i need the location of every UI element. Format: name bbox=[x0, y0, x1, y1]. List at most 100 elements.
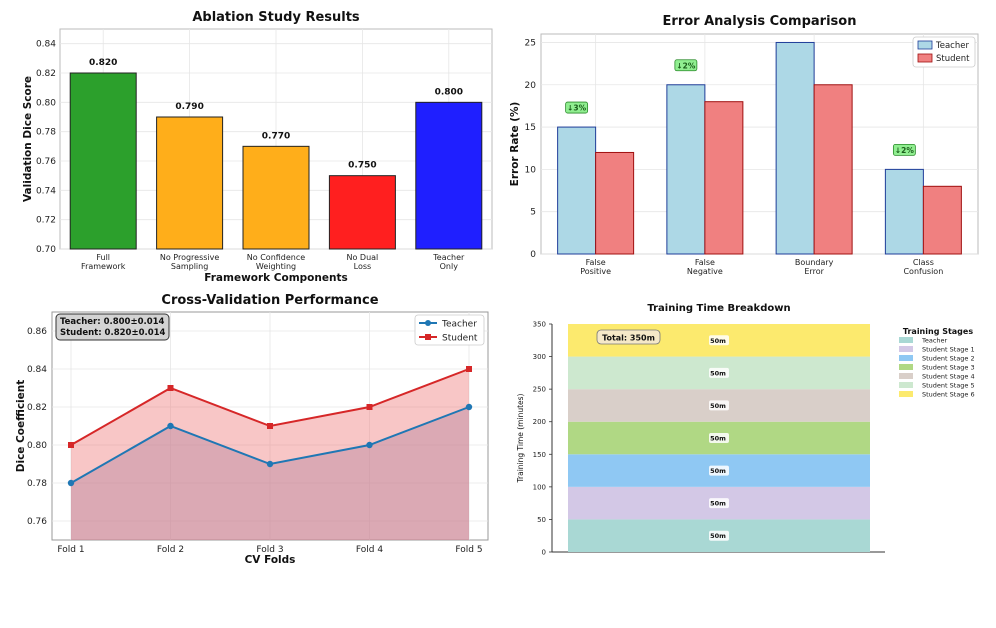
y-tick-label: 15 bbox=[525, 123, 536, 133]
x-tick-label: Fold 1 bbox=[57, 545, 84, 555]
segment-label: 50m bbox=[710, 532, 726, 540]
x-tick-label: Weighting bbox=[256, 262, 296, 271]
y-tick-label: 0.82 bbox=[27, 403, 47, 413]
bar-student bbox=[595, 151, 635, 255]
legend-marker bbox=[425, 334, 431, 340]
x-tick-label: Sampling bbox=[171, 262, 208, 271]
bar bbox=[69, 72, 137, 250]
legend-swatch bbox=[899, 391, 913, 397]
legend-label: Student Stage 3 bbox=[922, 364, 975, 372]
total-badge bbox=[596, 329, 661, 345]
y-axis-label: Error Rate (%) bbox=[509, 102, 521, 187]
x-tick-label: Teacher bbox=[432, 253, 465, 262]
y-tick-label: 0 bbox=[530, 250, 536, 260]
legend-swatch bbox=[917, 53, 933, 63]
x-tick-label: Fold 5 bbox=[455, 545, 482, 555]
segment-label-bg bbox=[709, 530, 729, 541]
x-tick-label: False bbox=[695, 258, 715, 267]
x-tick-label: Confusion bbox=[903, 267, 943, 276]
improvement-label: ↓2% bbox=[676, 61, 696, 70]
teacher-point bbox=[465, 403, 473, 411]
y-axis-label: Validation Dice Score bbox=[22, 76, 34, 202]
improvement-badge bbox=[565, 101, 589, 114]
y-tick-label: 0.78 bbox=[27, 479, 47, 489]
y-tick-label: 0.82 bbox=[36, 69, 56, 79]
segment-label-bg bbox=[709, 335, 729, 346]
x-tick-label: Boundary bbox=[795, 258, 834, 267]
y-axis-label: Training Time (minutes) bbox=[516, 393, 525, 483]
student-point bbox=[68, 442, 74, 448]
bar-teacher bbox=[884, 168, 924, 255]
improvement-label: ↓3% bbox=[567, 104, 587, 113]
x-tick-label: Fold 2 bbox=[157, 545, 184, 555]
legend-swatch bbox=[899, 355, 913, 361]
legend-swatch bbox=[899, 346, 913, 352]
student-point bbox=[267, 423, 273, 429]
y-tick-label: 100 bbox=[533, 483, 546, 491]
teacher-point bbox=[266, 460, 274, 468]
segment-label: 50m bbox=[710, 337, 726, 345]
x-tick-label: No Progressive bbox=[160, 253, 220, 262]
y-tick-label: 300 bbox=[533, 353, 546, 361]
segment-label: 50m bbox=[710, 402, 726, 410]
chart-title: Ablation Study Results bbox=[192, 10, 360, 25]
x-axis-label: Framework Components bbox=[204, 272, 348, 284]
chart-title: Error Analysis Comparison bbox=[663, 14, 857, 29]
y-tick-label: 0.76 bbox=[27, 517, 47, 527]
segment-label: 50m bbox=[710, 467, 726, 475]
y-tick-label: 25 bbox=[525, 38, 536, 48]
teacher-point bbox=[67, 479, 75, 487]
legend-label: Student Stage 4 bbox=[922, 373, 975, 381]
x-tick-label: False bbox=[586, 258, 606, 267]
legend-label: Student Stage 6 bbox=[922, 391, 975, 399]
teacher-point bbox=[366, 441, 373, 449]
x-tick-label: Loss bbox=[354, 262, 372, 271]
legend-label: Student Stage 5 bbox=[922, 382, 975, 390]
y-tick-label: 0.72 bbox=[36, 216, 56, 226]
improvement-badge bbox=[674, 59, 698, 72]
legend-label: Teacher bbox=[935, 41, 969, 51]
stats-student: Student: 0.820±0.014 bbox=[60, 328, 166, 338]
y-tick-label: 10 bbox=[525, 165, 537, 175]
bar-value-label: 0.820 bbox=[89, 58, 117, 68]
legend-swatch bbox=[899, 337, 913, 343]
y-tick-label: 0.84 bbox=[27, 365, 47, 375]
y-tick-label: 200 bbox=[533, 418, 546, 426]
x-tick-label: No Dual bbox=[347, 253, 379, 262]
segment-label-bg bbox=[709, 367, 729, 378]
y-tick-label: 0 bbox=[542, 549, 546, 557]
x-tick-label: Framework bbox=[81, 262, 126, 271]
stats-box bbox=[55, 313, 170, 341]
segment-label-bg bbox=[709, 433, 729, 443]
x-tick-label: Negative bbox=[687, 267, 723, 276]
y-tick-label: 20 bbox=[525, 81, 537, 91]
improvement-label: ↓2% bbox=[895, 146, 915, 155]
bar-value-label: 0.750 bbox=[348, 161, 376, 171]
bar bbox=[156, 116, 224, 250]
student-point bbox=[167, 385, 174, 391]
segment-label: 50m bbox=[710, 369, 726, 377]
y-tick-label: 150 bbox=[533, 451, 546, 459]
y-tick-label: 5 bbox=[530, 208, 536, 218]
y-tick-label: 0.80 bbox=[36, 98, 56, 108]
chart-title: Cross-Validation Performance bbox=[161, 293, 378, 308]
segment-label-bg bbox=[709, 498, 729, 509]
y-tick-label: 0.74 bbox=[36, 186, 56, 196]
x-tick-label: Positive bbox=[580, 267, 611, 276]
bar bbox=[328, 175, 396, 250]
x-tick-label: Error bbox=[804, 267, 824, 276]
stats-teacher: Teacher: 0.800±0.014 bbox=[60, 317, 165, 327]
y-axis-label: Dice Coefficient bbox=[15, 380, 27, 473]
legend-swatch bbox=[917, 40, 933, 50]
bar-teacher bbox=[666, 84, 706, 255]
legend-label: Student bbox=[442, 334, 478, 344]
student-point bbox=[366, 404, 373, 410]
x-tick-label: Fold 4 bbox=[356, 545, 383, 555]
bar-teacher bbox=[557, 126, 597, 255]
legend-swatch bbox=[899, 373, 913, 379]
bar-student bbox=[704, 101, 744, 255]
y-tick-label: 0.84 bbox=[36, 40, 56, 50]
y-tick-label: 0.78 bbox=[36, 128, 56, 138]
bar-student bbox=[813, 84, 853, 255]
y-tick-label: 0.76 bbox=[36, 157, 56, 167]
